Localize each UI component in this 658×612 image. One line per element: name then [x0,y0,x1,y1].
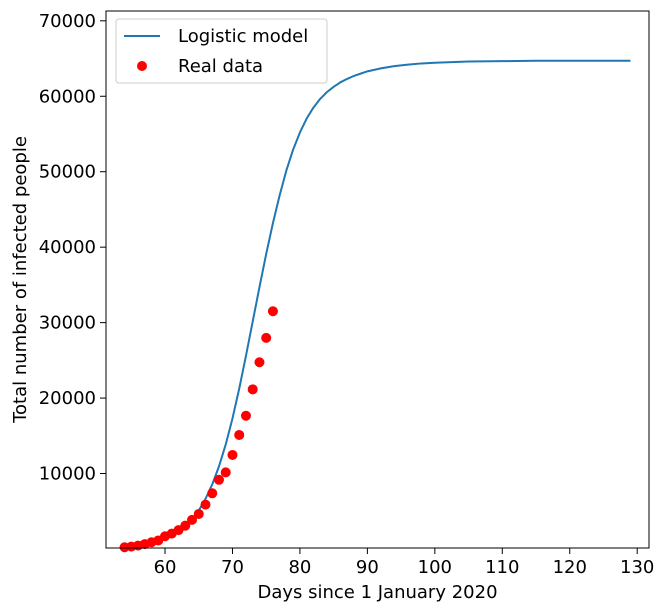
y-tick-label: 60000 [39,86,96,107]
y-tick-label: 70000 [39,11,96,32]
y-tick-label: 10000 [39,464,96,485]
series-layer [119,59,631,553]
x-tick-label: 120 [553,557,587,578]
x-tick-label: 100 [418,557,452,578]
x-tick-label: 70 [221,557,244,578]
y-axis-ticks: 10000 20000 30000 40000 50000 60000 70000 [39,11,106,485]
x-axis-label: Days since 1 January 2020 [257,582,497,603]
real-data-point [254,357,265,368]
legend-box [115,18,328,84]
real-data-point [267,306,278,317]
plot-frame [105,10,650,549]
x-tick-label: 60 [154,557,177,578]
x-tick-label: 90 [356,557,379,578]
legend: Logistic model Real data [115,18,328,84]
y-tick-label: 50000 [39,162,96,183]
legend-marker-swatch [137,61,147,71]
x-tick-label: 80 [288,557,311,578]
legend-label-real-data: Real data [178,56,263,77]
real-data-point [240,410,251,421]
real-data-point [193,508,204,519]
y-tick-label: 20000 [39,388,96,409]
legend-label-logistic-model: Logistic model [178,26,308,47]
y-tick-label: 30000 [39,313,96,334]
real-data-point [220,467,231,478]
real-data-point [213,474,224,485]
x-axis-ticks: 60 70 80 90 100 110 120 130 [154,548,654,578]
x-tick-label: 130 [620,557,654,578]
real-data-point [180,520,191,531]
real-data-point [261,332,272,343]
y-tick-label: 40000 [39,237,96,258]
real-data-point [187,514,197,525]
real-data-point [200,499,211,510]
real-data-point [227,449,238,460]
real-data-point [247,384,258,395]
x-tick-label: 110 [485,557,519,578]
real-data-point [207,488,218,499]
y-axis-label: Total number of infected people [10,136,31,424]
real-data-point [234,429,245,440]
